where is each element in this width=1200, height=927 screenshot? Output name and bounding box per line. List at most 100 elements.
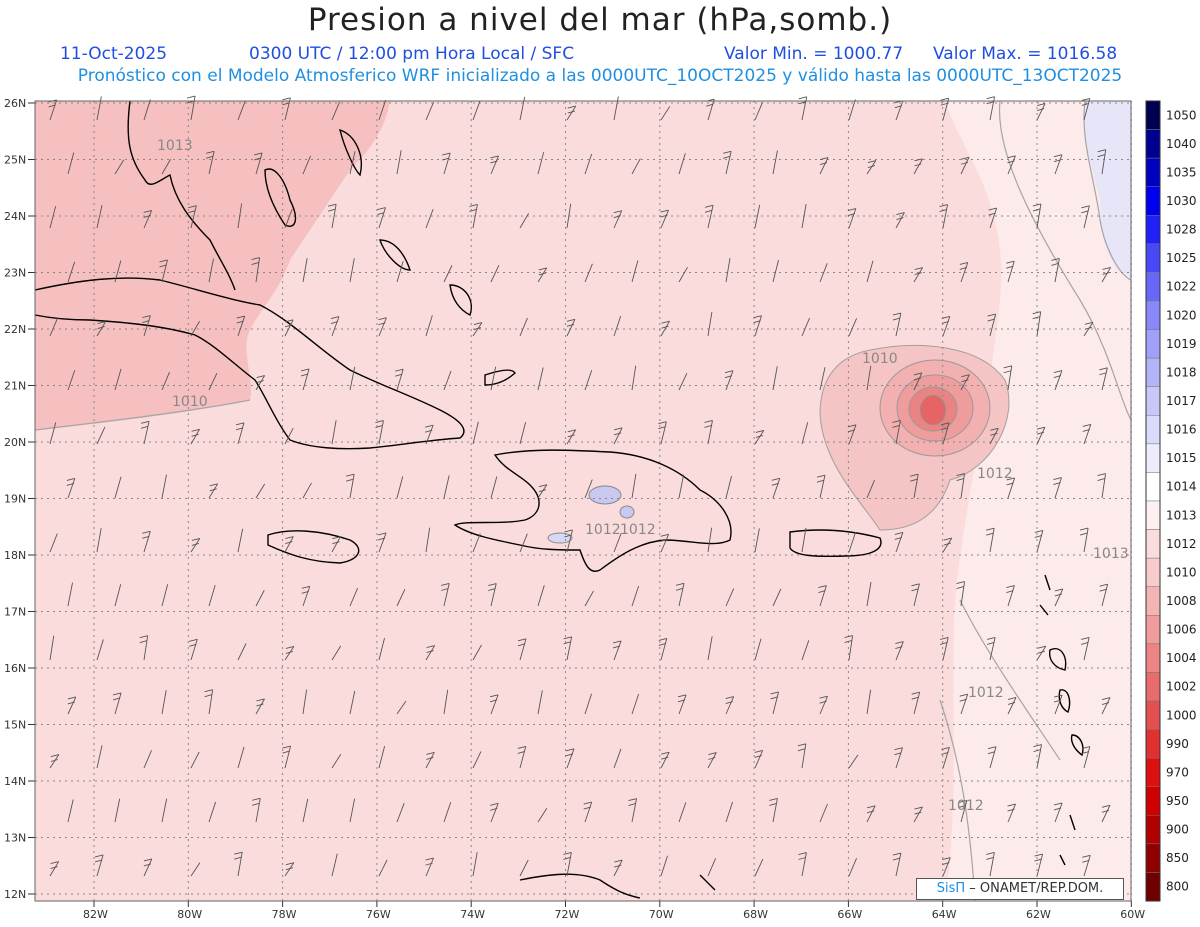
colorbar-label: 1010 <box>1166 565 1197 579</box>
forecast-time: 0300 UTC / 12:00 pm Hora Local / SFC <box>249 44 575 64</box>
wind-barb <box>772 366 778 391</box>
map-title: Presion a nivel del mar (hPa,somb.) <box>307 2 893 38</box>
colorbar-swatch <box>1145 843 1161 873</box>
colorbar-swatch <box>1145 300 1161 330</box>
wind-barb <box>237 528 244 553</box>
wind-barb <box>519 213 529 229</box>
colorbar-label: 1022 <box>1166 280 1197 294</box>
wind-barb <box>911 583 920 607</box>
wind-barb <box>987 746 997 769</box>
wind-barb <box>537 690 543 715</box>
wind-barb <box>377 532 387 553</box>
wind-barb <box>1097 473 1107 499</box>
wind-barb <box>566 105 577 121</box>
wind-barb <box>472 421 479 445</box>
wind-barb <box>848 318 858 337</box>
wind-barb <box>797 743 807 769</box>
wind-barb <box>565 748 575 769</box>
wind-barb <box>566 429 577 445</box>
wind-barb <box>67 261 76 283</box>
lat-label: 15N <box>4 719 26 732</box>
colorbar-label: 1035 <box>1166 165 1197 179</box>
wind-barb <box>161 158 171 175</box>
wind-barb <box>490 155 499 175</box>
colorbar-label: 1006 <box>1166 623 1197 637</box>
lon-label: 62W <box>1026 908 1051 921</box>
lat-label: 20N <box>4 436 26 449</box>
wind-barb <box>707 858 717 877</box>
wind-barb <box>67 370 76 391</box>
wind-barb <box>960 374 970 391</box>
colorbar-swatch <box>1145 100 1161 130</box>
wind-barb <box>142 315 151 337</box>
wind-barb <box>1034 853 1044 877</box>
wind-barb <box>613 96 619 121</box>
wind-barb <box>94 854 104 877</box>
lat-label: 19N <box>4 493 26 506</box>
wind-barb <box>396 588 406 607</box>
wind-barb <box>159 259 168 283</box>
wind-barb <box>913 806 923 823</box>
wind-barb <box>255 483 266 499</box>
colorbar-label: 990 <box>1166 737 1189 751</box>
wind-barb <box>142 530 151 553</box>
wind-barb <box>1081 746 1091 769</box>
wind-barb <box>537 367 544 391</box>
wind-barb <box>772 588 782 607</box>
wind-barb <box>1101 804 1111 823</box>
wind-barb <box>208 584 216 607</box>
lon-label: 74W <box>460 908 485 921</box>
colorbar-label: 950 <box>1166 794 1189 808</box>
wind-barb <box>939 204 948 229</box>
wind-barb <box>378 99 387 121</box>
wind-barb <box>892 419 901 445</box>
wind-barb <box>331 853 338 877</box>
wind-barb <box>302 155 311 175</box>
wind-barb <box>330 316 340 337</box>
sispi-logo: SisΠ <box>936 881 966 896</box>
lat-label: 22N <box>4 323 26 336</box>
wind-barb <box>235 422 245 445</box>
wind-barb <box>753 315 762 337</box>
wind-barb <box>754 858 764 877</box>
wind-barb <box>986 851 995 877</box>
wind-barb <box>425 315 433 337</box>
wind-barb <box>678 802 687 823</box>
wind-barb <box>660 320 670 337</box>
wind-barb <box>801 640 810 661</box>
wind-barb <box>190 537 201 553</box>
wind-barb <box>584 479 593 499</box>
wind-barb <box>190 321 200 337</box>
wind-barb <box>236 315 246 337</box>
wind-barb <box>349 798 356 823</box>
max-value: Valor Max. = 1016.58 <box>933 44 1118 64</box>
wind-barb <box>1051 257 1060 283</box>
colorbar-label: 1004 <box>1166 651 1197 665</box>
lon-label: 78W <box>272 908 297 921</box>
contour-label: 1012 <box>968 685 1004 701</box>
wind-barb <box>913 267 924 283</box>
colorbar-swatch <box>1145 157 1161 187</box>
colorbar-label: 1014 <box>1166 480 1197 494</box>
wind-barb <box>284 862 295 877</box>
wind-barb <box>112 692 122 715</box>
wind-barb <box>704 420 713 445</box>
wind-barb <box>96 745 103 769</box>
wind-barb <box>989 427 999 445</box>
colorbar-label: 1019 <box>1166 337 1197 351</box>
wind-barb <box>114 159 125 175</box>
wind-barb <box>490 264 500 283</box>
colorbar-label: 1017 <box>1166 394 1197 408</box>
lat-label: 25N <box>4 154 26 167</box>
wind-barb <box>237 746 245 769</box>
wind-barb <box>67 582 73 607</box>
wind-barb <box>563 851 572 877</box>
colorbar-swatch <box>1145 243 1161 273</box>
wind-barb <box>237 643 247 661</box>
wind-barb <box>892 312 902 337</box>
wind-barb <box>631 585 640 607</box>
wind-barb <box>769 797 778 823</box>
wind-barb <box>143 209 153 229</box>
colorbar-label: 1040 <box>1166 137 1197 151</box>
colorbar-swatch <box>1145 586 1161 616</box>
